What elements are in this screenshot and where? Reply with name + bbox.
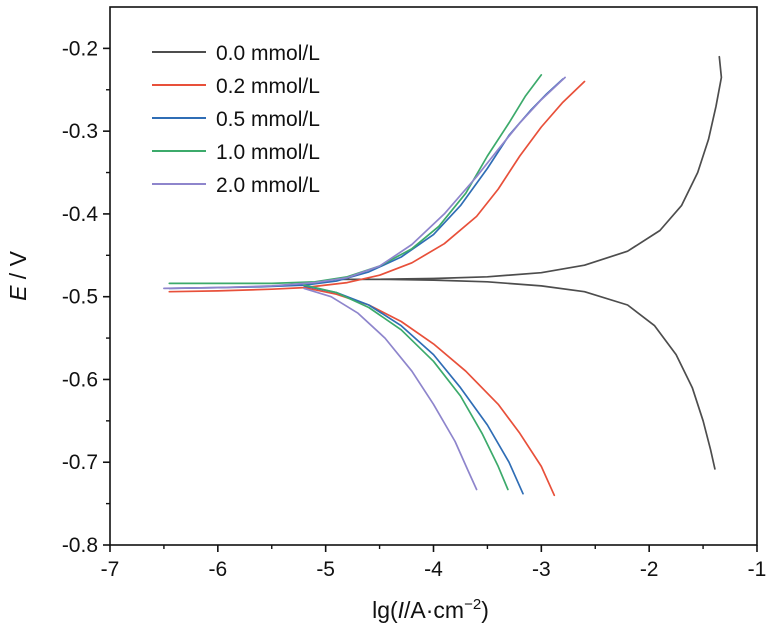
y-axis-title-symbol: E	[5, 285, 31, 301]
series-line-anodic-4	[163, 76, 566, 290]
x-axis-title: lg(I/A·cm−2)	[372, 596, 489, 623]
x-tick-label: -2	[640, 558, 659, 581]
legend-label: 0.2 mmol/L	[216, 75, 320, 98]
y-tick-label: -0.8	[62, 534, 98, 557]
y-axis-title-unit: / V	[5, 250, 31, 285]
series-line-cathodic-4	[303, 287, 478, 491]
x-axis-title-symbol: I	[398, 597, 405, 623]
y-tick-label: -0.2	[62, 37, 98, 60]
legend-label: 0.5 mmol/L	[216, 108, 320, 131]
x-tick-label: -3	[532, 558, 551, 581]
legend: 0.0 mmol/L 0.2 mmol/L 0.5 mmol/L 1.0 mmol/L…	[152, 42, 320, 197]
series-layer	[163, 55, 723, 497]
y-tick-label: -0.4	[62, 203, 99, 226]
series-line-anodic-3	[168, 74, 543, 285]
y-tick-label: -0.3	[62, 120, 98, 143]
legend-label: 2.0 mmol/L	[216, 174, 320, 197]
series-line-anodic-1	[168, 80, 586, 293]
y-tick-label: -0.7	[62, 451, 98, 474]
legend-label: 1.0 mmol/L	[216, 141, 320, 164]
series-line-cathodic-2	[303, 285, 524, 495]
x-axis-title-suffix: )	[481, 597, 489, 623]
x-tick-label: -4	[424, 558, 443, 581]
x-axis-title-exponent: −2	[464, 596, 481, 613]
x-axis-title-prefix: lg(	[372, 597, 398, 623]
axes-layer: -7 -6 -5 -4 -3 -2 -1 -0.8 -0.7 -0.6 -0.5 -0.4 -0.3 -0…	[62, 37, 767, 581]
x-tick-label: -6	[208, 558, 227, 581]
y-tick-label: -0.6	[62, 368, 98, 391]
x-tick-label: -7	[101, 558, 120, 581]
series-line-anodic-0	[340, 55, 723, 281]
legend-label: 0.0 mmol/L	[216, 42, 320, 65]
series-line-cathodic-1	[303, 286, 556, 497]
series-line-cathodic-0	[340, 278, 716, 470]
series-line-cathodic-3	[303, 284, 509, 491]
x-tick-label: -5	[316, 558, 335, 581]
x-tick-label: -1	[748, 558, 767, 581]
plot-frame	[109, 6, 758, 546]
y-tick-label: -0.5	[62, 286, 98, 309]
y-axis-title: E / V	[5, 250, 31, 301]
x-axis-title-unit: /A·cm	[404, 597, 464, 623]
